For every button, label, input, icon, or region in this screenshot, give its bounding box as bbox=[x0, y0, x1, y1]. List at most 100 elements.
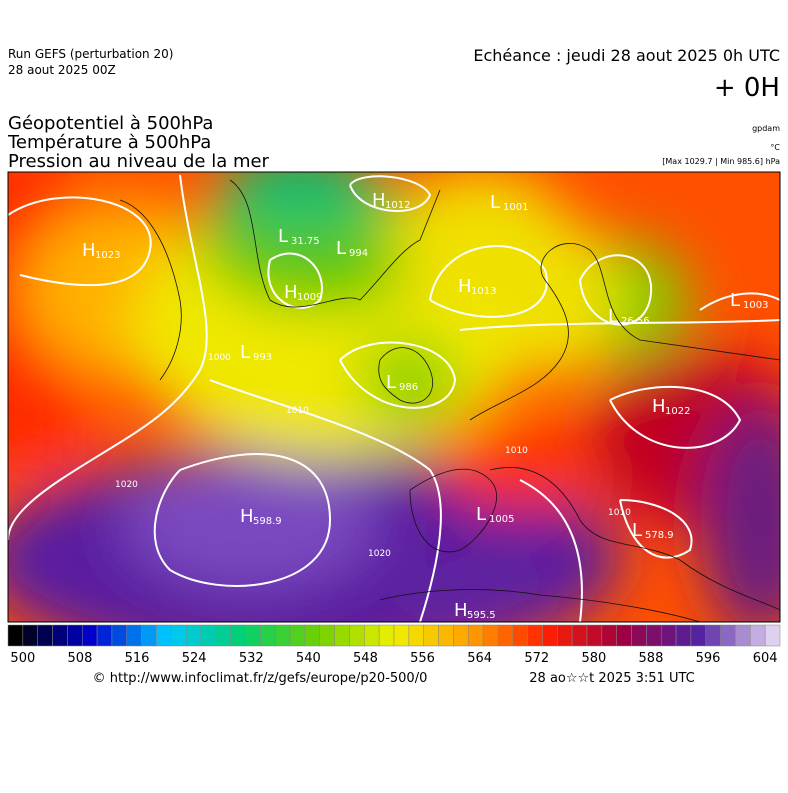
colorbar-tick-label: 580 bbox=[581, 651, 606, 666]
color-swatch bbox=[37, 624, 53, 647]
color-swatch bbox=[764, 624, 781, 647]
pressure-value: 1005 bbox=[489, 514, 514, 525]
pressure-value: 986 bbox=[399, 382, 418, 393]
color-swatch bbox=[497, 624, 514, 647]
pressure-value: 993 bbox=[253, 352, 272, 363]
pressure-value: 1009 bbox=[297, 292, 322, 303]
pressure-value: 1013 bbox=[471, 286, 496, 297]
run-date: 28 aout 2025 00Z bbox=[8, 63, 116, 77]
color-swatch bbox=[423, 624, 439, 647]
color-swatch bbox=[408, 624, 424, 647]
colorbar-tick-label: 596 bbox=[696, 651, 721, 666]
color-swatch bbox=[334, 624, 350, 647]
field bbox=[8, 172, 780, 622]
contour-label: 1010 bbox=[505, 446, 528, 456]
color-swatch bbox=[690, 624, 707, 647]
color-swatch bbox=[274, 624, 291, 647]
color-swatch bbox=[230, 624, 246, 647]
pressure-value: 26.56 bbox=[621, 316, 650, 327]
color-swatch bbox=[364, 624, 380, 647]
color-swatch bbox=[215, 624, 231, 647]
pressure-symbol: L bbox=[336, 238, 346, 259]
color-swatch bbox=[319, 624, 335, 647]
colorbar-tick-label: 500 bbox=[10, 651, 35, 666]
colorbar-tick-label: 588 bbox=[639, 651, 664, 666]
pressure-symbol: H bbox=[652, 396, 666, 417]
color-swatch bbox=[735, 624, 751, 647]
color-swatch bbox=[660, 624, 677, 647]
title-3: Pression au niveau de la mer bbox=[8, 151, 270, 172]
color-swatch bbox=[393, 624, 410, 647]
pressure-value: 1022 bbox=[665, 406, 690, 417]
pressure-value: 598.9 bbox=[253, 516, 282, 527]
color-swatch bbox=[453, 624, 469, 647]
color-swatch bbox=[349, 624, 365, 647]
pressure-value: 994 bbox=[349, 248, 368, 259]
colorbar-tick-label: 508 bbox=[68, 651, 93, 666]
pressure-value: 31.75 bbox=[291, 236, 320, 247]
pressure-symbol: L bbox=[730, 290, 740, 311]
color-swatch bbox=[185, 624, 202, 647]
pressure-symbol: L bbox=[476, 504, 486, 525]
pressure-symbol: H bbox=[284, 282, 298, 303]
color-swatch bbox=[304, 624, 321, 647]
pressure-symbol: L bbox=[386, 372, 396, 393]
color-swatch bbox=[616, 624, 632, 647]
coastlines bbox=[119, 179, 780, 622]
color-swatch bbox=[557, 624, 573, 647]
colorbar-tick-label: 524 bbox=[182, 651, 207, 666]
isobars bbox=[8, 174, 780, 622]
title-1: Géopotentiel à 500hPa bbox=[8, 113, 213, 134]
color-swatch bbox=[111, 624, 128, 647]
pressure-symbol: H bbox=[240, 506, 254, 527]
color-swatch bbox=[156, 624, 172, 647]
color-swatch bbox=[126, 624, 142, 647]
unit-2: °C bbox=[770, 143, 780, 152]
pressure-symbol: H bbox=[82, 240, 96, 261]
color-swatch bbox=[720, 624, 736, 647]
color-swatch bbox=[171, 624, 187, 647]
colorbar-tick-label: 516 bbox=[125, 651, 150, 666]
contour-label: 1020 bbox=[115, 480, 138, 490]
color-swatch bbox=[67, 624, 83, 647]
map-frame bbox=[7, 171, 781, 623]
contour-label: 1000 bbox=[208, 353, 231, 363]
pressure-value: 1012 bbox=[385, 200, 410, 211]
color-swatch bbox=[705, 624, 721, 647]
pressure-value: 578.9 bbox=[645, 530, 674, 541]
color-swatch bbox=[260, 624, 276, 647]
color-swatch bbox=[601, 624, 617, 647]
colorbar-tick-label: 548 bbox=[353, 651, 378, 666]
color-swatch bbox=[289, 624, 306, 647]
color-swatch bbox=[542, 624, 558, 647]
pressure-symbol: H bbox=[458, 276, 472, 297]
color-swatch bbox=[141, 624, 157, 647]
unit-1: gpdam bbox=[752, 124, 780, 133]
color-swatch bbox=[438, 624, 454, 647]
map bbox=[8, 172, 780, 622]
color-swatch bbox=[52, 624, 68, 647]
footer-url: © http://www.infoclimat.fr/z/gefs/europe… bbox=[93, 671, 428, 686]
unit-3: [Max 1029.7 | Min 985.6] hPa bbox=[662, 157, 780, 166]
title-2: Température à 500hPa bbox=[7, 132, 211, 153]
pressure-symbol: L bbox=[632, 520, 642, 541]
pressure-symbol: L bbox=[490, 192, 500, 213]
color-swatch bbox=[378, 624, 395, 647]
pressure-symbol: H bbox=[454, 600, 468, 621]
colorbar-tick-label: 556 bbox=[410, 651, 435, 666]
color-swatch bbox=[512, 624, 528, 647]
color-swatch bbox=[750, 624, 766, 647]
color-swatch bbox=[7, 624, 24, 647]
pressure-symbol: L bbox=[278, 226, 288, 247]
color-swatch bbox=[200, 624, 217, 647]
colorbar-tick-label: 540 bbox=[296, 651, 321, 666]
color-swatch bbox=[81, 624, 98, 647]
contour-label: 1020 bbox=[368, 549, 391, 559]
colorbar-tick-label: 564 bbox=[467, 651, 492, 666]
color-swatch bbox=[586, 624, 603, 647]
contour-label: 1010 bbox=[286, 406, 309, 416]
colorbar-tick-label: 572 bbox=[524, 651, 549, 666]
pressure-symbol: L bbox=[608, 306, 618, 327]
color-swatch bbox=[96, 624, 113, 647]
